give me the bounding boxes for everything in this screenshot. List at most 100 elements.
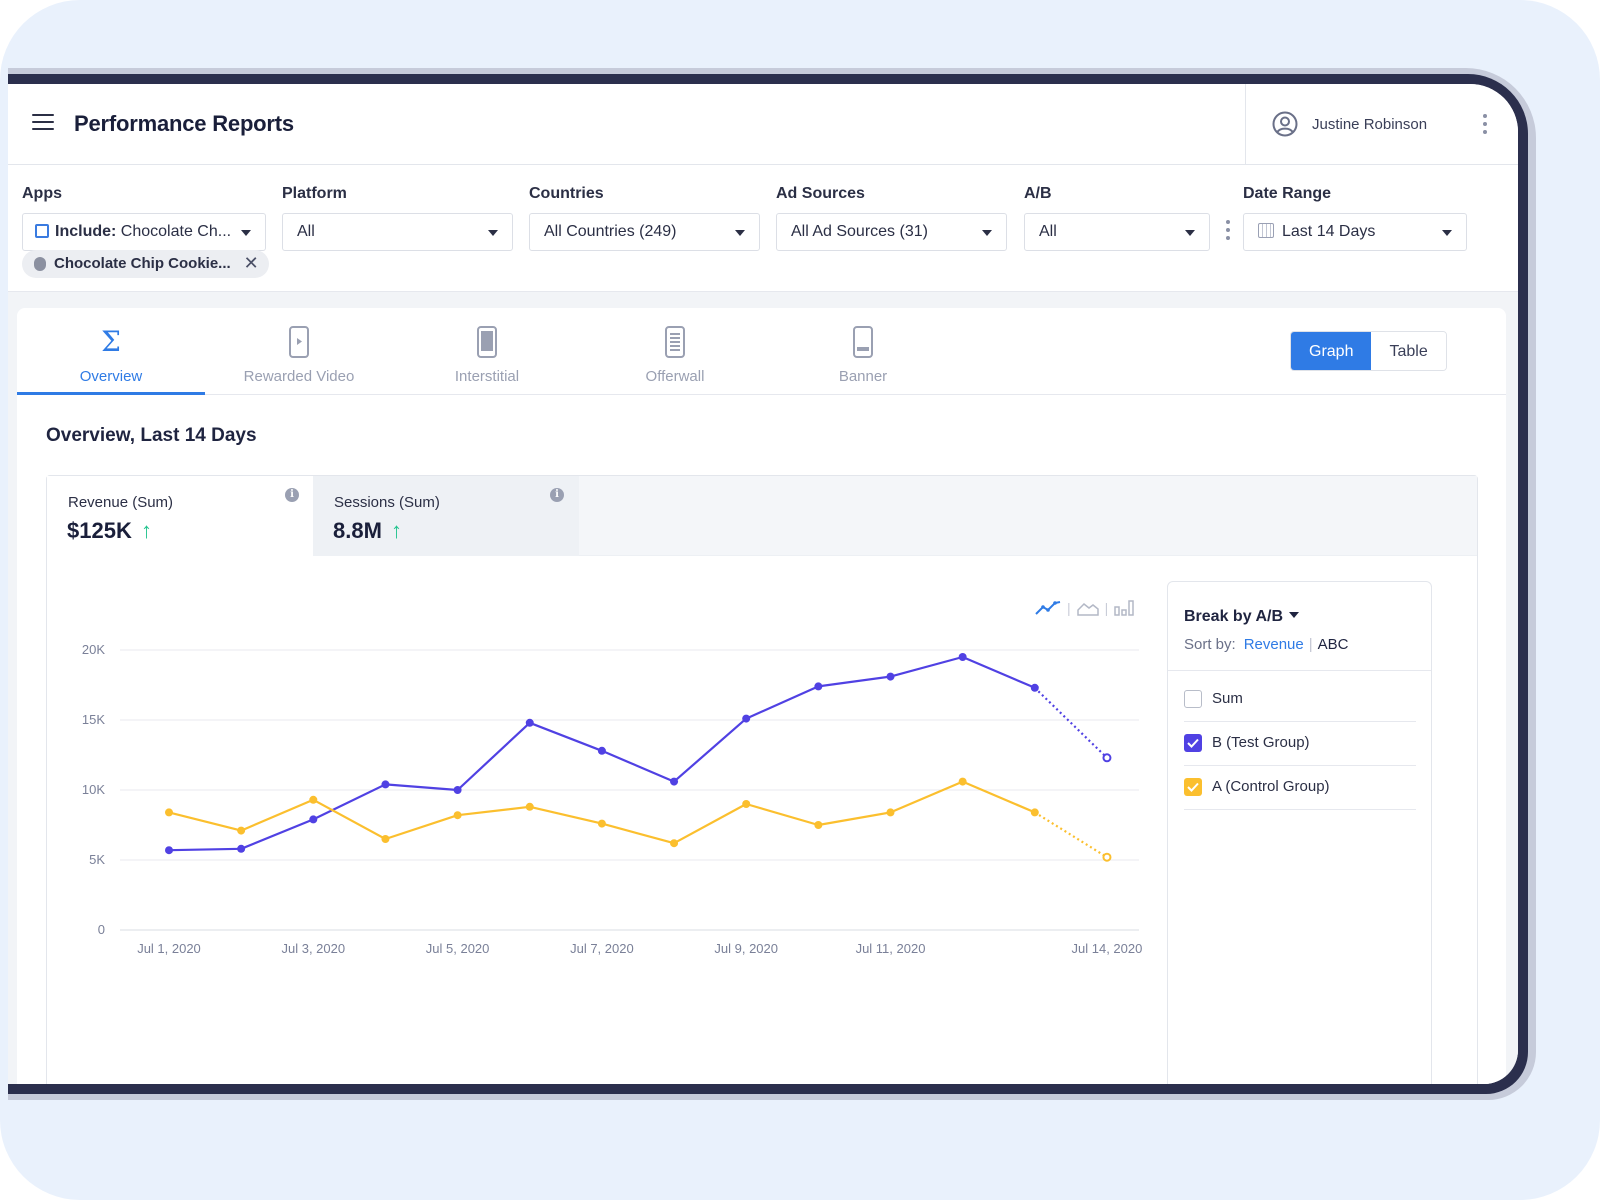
breakdown-panel: Break by A/B Sort by: Revenue | ABC Sum B (… (1167, 581, 1432, 1084)
info-icon[interactable]: i (285, 488, 299, 502)
data-point (814, 821, 823, 829)
area-chart-icon[interactable] (1076, 600, 1099, 616)
metric-revenue-value: $125K (67, 518, 132, 543)
platform-filter-label: Platform (282, 185, 347, 202)
interstitial-icon (477, 326, 497, 358)
date-range-filter: Date Range Last 14 Days (1243, 185, 1467, 251)
tab-rewarded-video-label: Rewarded Video (243, 368, 355, 385)
series-line-a (168, 780, 1036, 845)
user-name: Justine Robinson (1312, 116, 1428, 133)
date-range-select-value: Last 14 Days (1282, 223, 1376, 240)
data-point (381, 780, 390, 789)
close-icon[interactable]: ✕ (243, 253, 259, 273)
metric-sessions[interactable]: Sessions (Sum) 8.8M ↑ i (313, 476, 579, 556)
user-menu[interactable]: Justine Robinson (1245, 84, 1518, 165)
ad-sources-filter: Ad Sources All Ad Sources (31) (776, 185, 1007, 251)
break-by-label: Break by A/B (1184, 608, 1283, 625)
table-view-button[interactable]: Table (1371, 332, 1446, 370)
banner-icon (853, 326, 873, 358)
sigma-icon: Σ (101, 325, 121, 358)
tab-banner-label: Banner (838, 368, 888, 385)
ab-filter-label: A/B (1024, 185, 1052, 202)
section-title: Overview, Last 14 Days (46, 425, 257, 446)
x-tick-label: Jul 9, 2020 (714, 941, 778, 956)
divider (1168, 670, 1431, 671)
ad-sources-select[interactable]: All Ad Sources (31) (776, 213, 1007, 251)
breakdown-item-sum[interactable]: Sum (1184, 678, 1416, 722)
selected-app-tag-label: Chocolate Chip Cookie... (54, 255, 231, 272)
data-point (525, 718, 534, 727)
bar-chart-icon[interactable] (1114, 600, 1135, 616)
tab-banner[interactable]: Banner (769, 326, 957, 395)
y-tick-label: 10K (82, 782, 105, 797)
ab-select-value: All (1039, 223, 1057, 240)
filter-more-icon[interactable] (1226, 220, 1230, 240)
countries-select[interactable]: All Countries (249) (529, 213, 760, 251)
chevron-down-icon (982, 230, 992, 236)
breakdown-item-b[interactable]: B (Test Group) (1184, 722, 1416, 766)
y-tick-label: 15K (82, 712, 105, 727)
data-point (958, 777, 967, 786)
apps-select-prefix: Include: (55, 223, 117, 240)
data-point (453, 811, 462, 820)
report-tabs: Σ Overview Rewarded Video Interstitial (17, 308, 1506, 395)
calendar-icon (1258, 223, 1274, 238)
tab-rewarded-video[interactable]: Rewarded Video (205, 326, 393, 395)
data-point (453, 786, 462, 794)
apps-filter: Apps Include: Chocolate Ch... (22, 185, 266, 251)
data-point (237, 844, 246, 853)
more-options-icon[interactable] (1482, 114, 1488, 136)
break-by-dropdown[interactable]: Break by A/B (1184, 608, 1299, 626)
countries-select-value: All Countries (249) (544, 223, 677, 240)
data-point (886, 672, 895, 681)
divider: | (1104, 600, 1109, 616)
data-point (525, 802, 534, 811)
line-chart-icon[interactable] (1035, 600, 1061, 616)
trend-up-icon: ↑ (391, 518, 402, 543)
data-point (597, 746, 606, 755)
sum-checkbox[interactable] (1184, 690, 1202, 708)
chevron-down-icon (1289, 612, 1299, 618)
a-control-group-checkbox[interactable] (1184, 778, 1202, 796)
sort-abc-link[interactable]: ABC (1317, 636, 1349, 653)
ab-select[interactable]: All (1024, 213, 1210, 251)
metric-revenue-name: Revenue (Sum) (68, 494, 174, 511)
sort-revenue-link[interactable]: Revenue (1243, 636, 1304, 653)
graph-view-button[interactable]: Graph (1291, 332, 1372, 370)
data-point (309, 815, 318, 824)
info-icon[interactable]: i (550, 488, 564, 502)
breakdown-item-a[interactable]: A (Control Group) (1184, 766, 1416, 810)
sort-divider: | (1308, 636, 1313, 653)
date-range-select[interactable]: Last 14 Days (1243, 213, 1467, 251)
platform-select[interactable]: All (282, 213, 513, 251)
apps-select[interactable]: Include: Chocolate Ch... (22, 213, 266, 251)
hamburger-menu-icon[interactable] (32, 114, 54, 132)
metric-revenue[interactable]: Revenue (Sum) $125K ↑ i (47, 476, 313, 556)
rewarded-video-icon (289, 326, 309, 358)
b-test-group-checkbox[interactable] (1184, 734, 1202, 752)
tab-offerwall-label: Offerwall (645, 368, 705, 385)
tab-interstitial[interactable]: Interstitial (393, 326, 581, 395)
tab-overview[interactable]: Σ Overview (17, 326, 205, 395)
divider: | (1067, 600, 1071, 616)
chart-type-switcher: | | (1035, 600, 1135, 616)
chevron-down-icon (241, 230, 251, 236)
ad-sources-select-value: All Ad Sources (31) (791, 223, 928, 240)
chevron-down-icon (1185, 230, 1195, 236)
data-point (886, 808, 895, 817)
data-point (670, 777, 679, 786)
y-tick-label: 20K (82, 642, 105, 657)
breakdown-item-label: A (Control Group) (1212, 778, 1330, 795)
data-point (165, 808, 173, 817)
tab-overview-label: Overview (79, 368, 143, 385)
filter-bar: Apps Include: Chocolate Ch... Platform A… (8, 165, 1518, 292)
platform-select-value: All (297, 223, 315, 240)
page-title: Performance Reports (74, 111, 294, 136)
app-include-icon (35, 224, 49, 238)
x-tick-label: Jul 5, 2020 (426, 941, 490, 956)
offerwall-icon (665, 326, 685, 358)
x-tick-label: Jul 11, 2020 (856, 941, 926, 956)
data-point (1102, 852, 1112, 862)
chart-card: Revenue (Sum) $125K ↑ i Sessions (Sum) 8… (46, 475, 1478, 1084)
tab-offerwall[interactable]: Offerwall (581, 326, 769, 395)
